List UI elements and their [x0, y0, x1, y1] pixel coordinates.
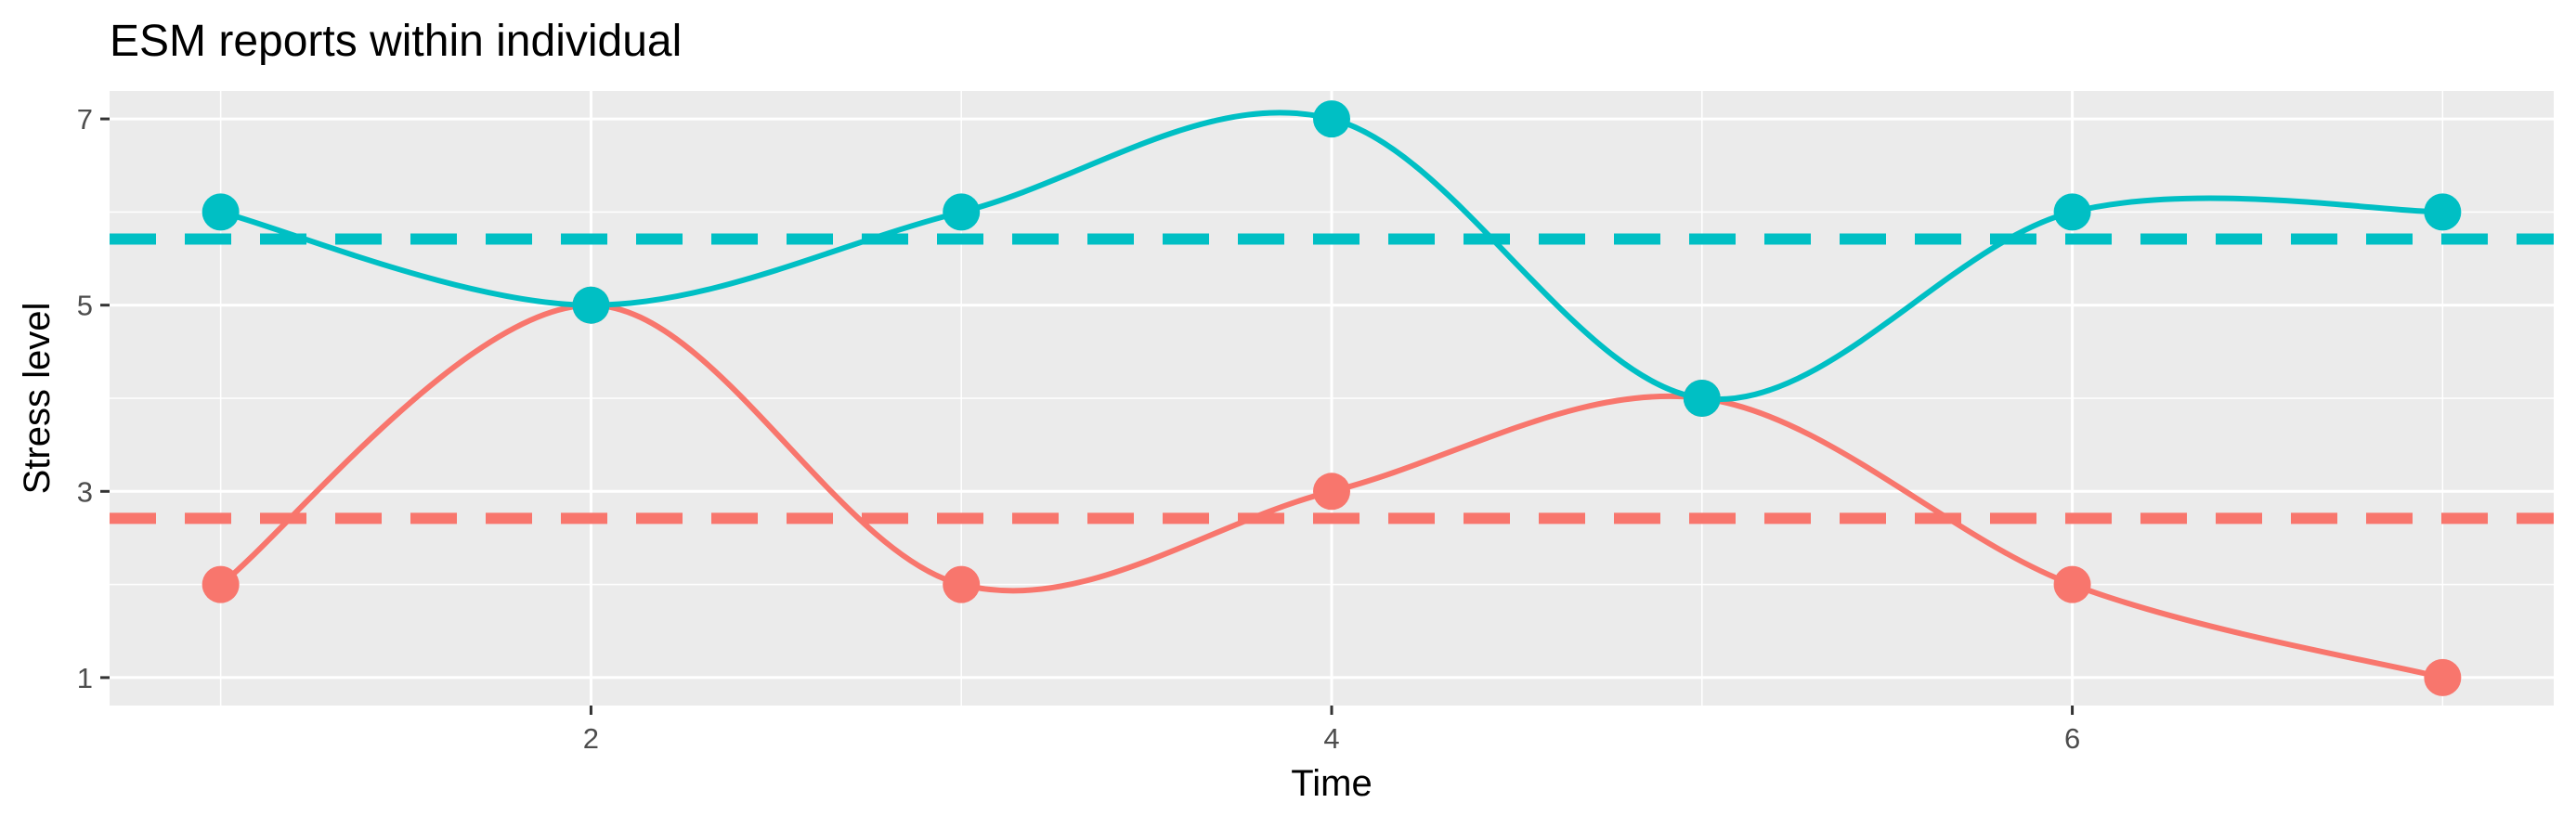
x-tick-label: 2	[583, 722, 599, 755]
series-1-point	[1313, 473, 1350, 511]
x-tick-label: 6	[2064, 722, 2080, 755]
series-1-point	[2053, 565, 2091, 603]
y-tick-label: 3	[77, 475, 93, 508]
y-tick-label: 7	[77, 103, 93, 136]
y-tick-label: 1	[77, 662, 93, 694]
chart-title: ESM reports within individual	[110, 17, 682, 66]
series-2-point	[202, 193, 240, 231]
series-2-point	[2424, 193, 2462, 231]
series-2-point	[2053, 193, 2091, 231]
x-tick-label: 4	[1323, 722, 1339, 755]
series-1-point	[202, 565, 240, 603]
series-2-point	[1683, 380, 1721, 417]
y-tick-label: 5	[77, 290, 93, 322]
series-2-point	[1313, 100, 1350, 138]
y-axis-title: Stress level	[17, 303, 58, 495]
series-1-point	[2424, 658, 2462, 696]
mean-lines	[110, 233, 2554, 525]
y-axis: 1 3 5 7	[77, 103, 110, 694]
series-2-point	[943, 193, 981, 231]
series-1-point	[943, 565, 981, 603]
data-points	[202, 100, 2462, 696]
x-axis: 2 4 6	[583, 706, 2080, 755]
x-axis-title: Time	[1291, 763, 1372, 804]
series-2-point	[572, 286, 610, 324]
